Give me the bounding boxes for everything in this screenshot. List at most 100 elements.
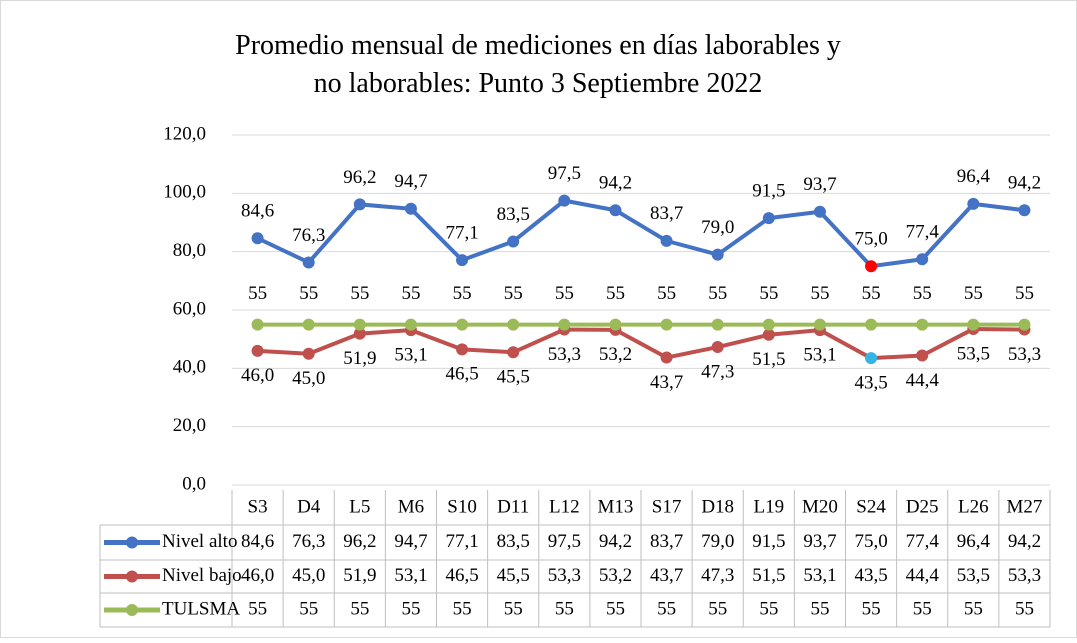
data-label: 55	[913, 283, 932, 304]
data-label: 45,0	[292, 368, 325, 389]
data-point	[711, 341, 724, 354]
table-cell: 76,3	[292, 531, 325, 552]
x-tick-label: D18	[701, 496, 734, 517]
x-tick-label: S24	[856, 496, 886, 517]
data-label: 55	[555, 283, 574, 304]
data-label: 53,1	[803, 344, 836, 365]
data-label: 55	[657, 283, 676, 304]
table-cell: 91,5	[752, 531, 785, 552]
data-label: 79,0	[701, 217, 734, 238]
x-tick-label: M13	[597, 496, 633, 517]
data-point	[558, 194, 571, 207]
table-cell: 46,0	[241, 565, 274, 586]
x-tick-label: L19	[754, 496, 785, 517]
table-cell: 96,4	[957, 531, 991, 552]
data-point	[762, 212, 775, 225]
table-cell: 55	[555, 598, 574, 619]
data-point	[660, 234, 673, 247]
table-cell: 55	[299, 598, 318, 619]
data-label: 94,7	[394, 171, 427, 192]
data-point	[609, 318, 622, 331]
data-point	[507, 235, 520, 248]
y-tick-label: 80,0	[173, 240, 206, 261]
x-tick-label: L12	[549, 496, 580, 517]
data-label: 53,2	[599, 344, 632, 365]
data-label: 53,3	[548, 344, 581, 365]
legend-marker	[126, 536, 138, 549]
table-cell: 45,0	[292, 565, 325, 586]
data-point	[456, 318, 469, 331]
table-cell: 55	[606, 598, 625, 619]
data-label: 55	[453, 283, 472, 304]
table-cell: 43,5	[854, 565, 887, 586]
data-label: 53,3	[1008, 344, 1041, 365]
data-label: 96,4	[957, 166, 991, 187]
data-point	[813, 318, 826, 331]
data-point	[404, 202, 417, 215]
data-point	[353, 327, 366, 340]
table-cell: 53,3	[1008, 565, 1041, 586]
data-point	[762, 318, 775, 331]
data-label: 47,3	[701, 361, 734, 382]
data-point	[916, 318, 929, 331]
chart-title: Promedio mensual de mediciones en días l…	[235, 30, 841, 99]
table-cell: 43,7	[650, 565, 683, 586]
table-cell: 53,3	[548, 565, 581, 586]
legend-marker	[126, 604, 138, 616]
data-label: 93,7	[803, 174, 836, 195]
data-label: 94,2	[1008, 173, 1041, 194]
data-point	[711, 318, 724, 331]
legend-label: Nivel bajo	[162, 565, 242, 586]
legend-label: Nivel alto	[162, 531, 237, 552]
table-cell: 84,6	[241, 531, 274, 552]
table-cell: 55	[913, 598, 932, 619]
data-label: 55	[299, 283, 318, 304]
series-line	[256, 198, 1025, 269]
data-label: 55	[810, 283, 829, 304]
data-point	[251, 344, 264, 357]
legend-marker	[126, 570, 138, 583]
data-label: 83,7	[650, 203, 683, 224]
x-tick-label: L5	[349, 496, 370, 517]
series-line	[257, 326, 1025, 361]
data-label: 51,9	[343, 348, 376, 369]
data-label: 45,5	[497, 367, 530, 388]
x-tick-label: M20	[802, 496, 838, 517]
data-label: 76,3	[292, 225, 325, 246]
data-label: 55	[401, 283, 420, 304]
data-point	[762, 328, 775, 341]
data-label: 46,0	[241, 365, 274, 386]
table-cell: 55	[453, 598, 472, 619]
table-cell: 83,5	[497, 531, 530, 552]
x-tick-label: S3	[248, 496, 268, 517]
table-cell: 94,2	[1008, 531, 1041, 552]
data-label: 55	[862, 283, 881, 304]
data-point	[507, 346, 520, 359]
table-cell: 53,1	[803, 565, 836, 586]
data-label: 91,5	[752, 180, 785, 201]
table-cell: 96,2	[343, 531, 376, 552]
data-label: 55	[708, 283, 727, 304]
table-cell: 51,5	[752, 565, 785, 586]
data-label: 75,0	[854, 229, 887, 250]
table-cell: 45,5	[497, 565, 530, 586]
data-label: 77,1	[445, 222, 478, 243]
data-point	[660, 318, 673, 331]
y-tick-label: 20,0	[173, 415, 206, 436]
data-label: 94,2	[599, 173, 632, 194]
x-tick-label: L26	[958, 496, 989, 517]
table-cell: 44,4	[906, 565, 940, 586]
data-point	[1018, 204, 1031, 217]
table-cell: 55	[657, 598, 676, 619]
data-point	[660, 351, 673, 364]
table-cell: 55	[862, 598, 881, 619]
data-label: 97,5	[548, 163, 581, 184]
table-cell: 55	[248, 598, 267, 619]
data-point	[916, 349, 929, 362]
x-tick-label: M6	[398, 496, 424, 517]
data-point	[404, 318, 417, 331]
legend-label: TULSMA	[162, 598, 240, 619]
data-label: 83,5	[497, 204, 530, 225]
table-cell: 97,5	[548, 531, 581, 552]
